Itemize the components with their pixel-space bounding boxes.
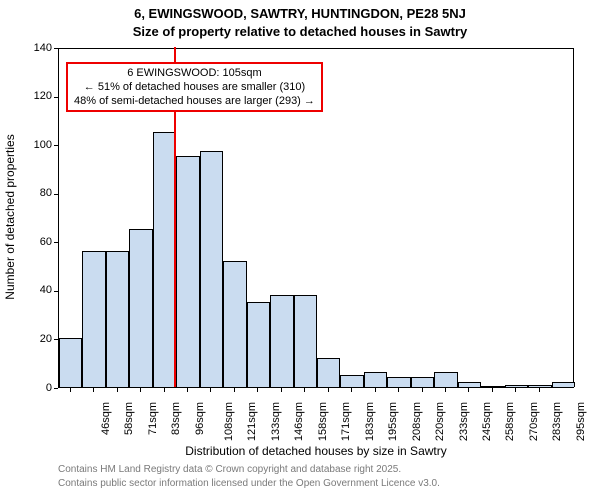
histogram-bar — [458, 382, 481, 387]
footer-line-2: Contains public sector information licen… — [58, 478, 440, 489]
x-tick-label: 83sqm — [170, 402, 182, 435]
histogram-bar — [176, 156, 199, 387]
histogram-bar — [59, 338, 82, 387]
x-axis-label: Distribution of detached houses by size … — [166, 444, 466, 458]
x-tick-mark — [328, 388, 329, 392]
histogram-bar — [294, 295, 317, 387]
x-tick-label: 108sqm — [223, 402, 235, 441]
x-tick-mark — [93, 388, 94, 392]
x-tick-mark — [210, 388, 211, 392]
footer-line-1: Contains HM Land Registry data © Crown c… — [58, 464, 401, 475]
y-tick-mark — [54, 339, 58, 340]
y-tick-label: 0 — [22, 382, 52, 394]
x-tick-mark — [375, 388, 376, 392]
x-tick-label: 258sqm — [505, 402, 517, 441]
x-tick-mark — [492, 388, 493, 392]
y-tick-mark — [54, 48, 58, 49]
y-tick-mark — [54, 145, 58, 146]
histogram-bar — [129, 229, 152, 387]
x-tick-mark — [468, 388, 469, 392]
annotation-box: 6 EWINGSWOOD: 105sqm ← 51% of detached h… — [66, 62, 323, 112]
histogram-bar — [317, 358, 340, 387]
x-tick-label: 146sqm — [294, 402, 306, 441]
histogram-bar — [364, 372, 387, 387]
x-tick-label: 96sqm — [194, 402, 206, 435]
histogram-bar — [106, 251, 129, 387]
histogram-bar — [153, 132, 176, 387]
x-tick-label: 121sqm — [247, 402, 259, 441]
x-tick-label: 283sqm — [552, 402, 564, 441]
x-tick-mark — [422, 388, 423, 392]
x-tick-mark — [304, 388, 305, 392]
histogram-bar — [434, 372, 457, 387]
x-tick-label: 183sqm — [364, 402, 376, 441]
y-tick-label: 120 — [22, 90, 52, 102]
y-tick-label: 40 — [22, 284, 52, 296]
x-tick-mark — [117, 388, 118, 392]
y-tick-mark — [54, 388, 58, 389]
x-tick-mark — [187, 388, 188, 392]
x-tick-label: 171sqm — [340, 402, 352, 441]
x-tick-mark — [257, 388, 258, 392]
x-tick-label: 195sqm — [387, 402, 399, 441]
histogram-bar — [552, 382, 575, 387]
x-tick-mark — [234, 388, 235, 392]
annotation-line-3: 48% of semi-detached houses are larger (… — [74, 94, 315, 108]
histogram-bar — [481, 386, 504, 387]
x-tick-label: 208sqm — [411, 402, 423, 441]
x-tick-label: 71sqm — [147, 402, 159, 435]
x-tick-label: 233sqm — [458, 402, 470, 441]
x-tick-label: 46sqm — [100, 402, 112, 435]
histogram-bar — [200, 151, 223, 387]
histogram-bar — [340, 375, 363, 387]
histogram-bar — [82, 251, 105, 387]
annotation-line-2: ← 51% of detached houses are smaller (31… — [74, 80, 315, 94]
title-line2: Size of property relative to detached ho… — [0, 24, 600, 39]
x-tick-label: 220sqm — [434, 402, 446, 441]
y-tick-mark — [54, 97, 58, 98]
histogram-bar — [270, 295, 293, 387]
y-tick-label: 140 — [22, 42, 52, 54]
x-tick-mark — [351, 388, 352, 392]
x-tick-label: 270sqm — [528, 402, 540, 441]
y-tick-mark — [54, 194, 58, 195]
x-tick-label: 295sqm — [575, 402, 587, 441]
y-axis-label: Number of detached properties — [3, 127, 17, 307]
annotation-line-1: 6 EWINGSWOOD: 105sqm — [74, 66, 315, 80]
x-tick-mark — [164, 388, 165, 392]
y-tick-label: 60 — [22, 236, 52, 248]
x-tick-label: 133sqm — [270, 402, 282, 441]
x-tick-mark — [445, 388, 446, 392]
histogram-bar — [411, 377, 434, 387]
x-tick-mark — [539, 388, 540, 392]
x-tick-mark — [398, 388, 399, 392]
y-tick-label: 20 — [22, 333, 52, 345]
x-tick-mark — [281, 388, 282, 392]
histogram-bar — [247, 302, 270, 387]
y-tick-mark — [54, 242, 58, 243]
x-tick-label: 158sqm — [317, 402, 329, 441]
x-tick-label: 58sqm — [123, 402, 135, 435]
title-line1: 6, EWINGSWOOD, SAWTRY, HUNTINGDON, PE28 … — [0, 6, 600, 21]
y-tick-label: 80 — [22, 187, 52, 199]
y-tick-label: 100 — [22, 139, 52, 151]
histogram-bar — [223, 261, 246, 387]
y-tick-mark — [54, 291, 58, 292]
histogram-bar — [528, 385, 551, 387]
histogram-bar — [505, 385, 528, 387]
histogram-bar — [387, 377, 410, 387]
x-tick-mark — [70, 388, 71, 392]
x-tick-mark — [140, 388, 141, 392]
x-tick-label: 245sqm — [481, 402, 493, 441]
x-tick-mark — [515, 388, 516, 392]
